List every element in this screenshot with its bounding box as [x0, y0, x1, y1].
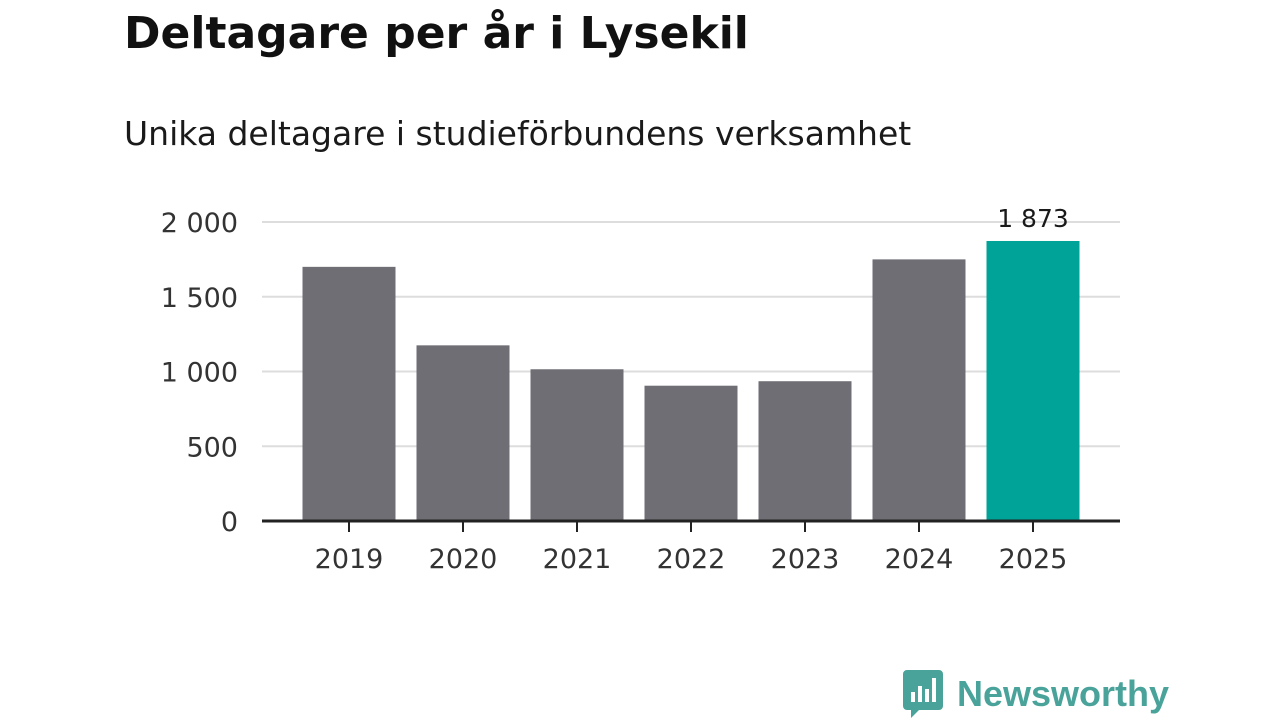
bar-2019	[302, 266, 396, 521]
x-tick-label-2022: 2022	[657, 544, 726, 575]
bar-2021	[530, 369, 624, 521]
data-label-2025: 1 873	[997, 204, 1069, 233]
x-tick-label-2024: 2024	[885, 544, 954, 575]
bar-2025	[986, 240, 1080, 521]
bar-2022	[644, 385, 738, 521]
y-tick-label-1000: 1 000	[161, 358, 238, 389]
y-tick-label-2000: 2 000	[161, 208, 238, 239]
x-axis-tick-labels: 2019 2020 2021 2022 2023 2024 2025	[315, 544, 1068, 575]
x-tick-label-2025: 2025	[999, 544, 1068, 575]
x-axis	[262, 519, 1120, 532]
x-tick-label-2021: 2021	[543, 544, 612, 575]
bar-2023	[758, 381, 852, 521]
x-tick-label-2020: 2020	[429, 544, 498, 575]
bar-2024	[872, 259, 966, 521]
newsworthy-logo: Newsworthy	[903, 670, 1169, 718]
x-tick-label-2023: 2023	[771, 544, 840, 575]
y-tick-label-0: 0	[221, 507, 238, 538]
y-tick-label-1500: 1 500	[161, 283, 238, 314]
chart-subtitle: Unika deltagare i studieförbundens verks…	[124, 114, 912, 153]
bar-2020	[416, 345, 510, 521]
chart-title: Deltagare per år i Lysekil	[124, 8, 749, 59]
bar-chart: 0 500 1 000 1 500 2 000 2019 2020 2021 2022 2023…	[161, 204, 1120, 575]
y-tick-label-500: 500	[186, 432, 238, 463]
bars	[302, 240, 1080, 521]
logo-text: Newsworthy	[957, 673, 1170, 714]
data-labels: 1 873	[997, 204, 1069, 233]
x-tick-label-2019: 2019	[315, 544, 384, 575]
y-axis-tick-labels: 0 500 1 000 1 500 2 000	[161, 208, 238, 538]
newsworthy-chart-bubble-icon	[903, 670, 943, 718]
